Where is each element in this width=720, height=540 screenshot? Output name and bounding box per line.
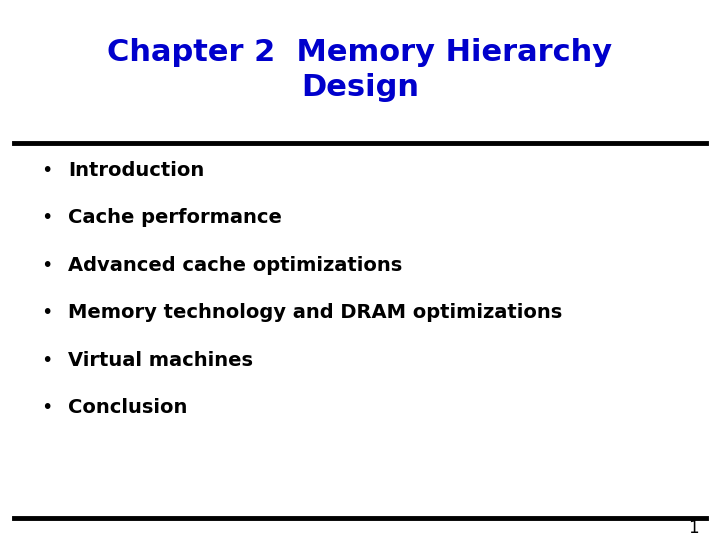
Text: •: • [41, 350, 53, 370]
Text: 1: 1 [688, 519, 698, 537]
Text: •: • [41, 255, 53, 275]
Text: •: • [41, 160, 53, 180]
Text: Conclusion: Conclusion [68, 398, 188, 417]
Text: •: • [41, 398, 53, 417]
Text: Virtual machines: Virtual machines [68, 350, 253, 370]
Text: Chapter 2  Memory Hierarchy
Design: Chapter 2 Memory Hierarchy Design [107, 38, 613, 102]
Text: Cache performance: Cache performance [68, 208, 282, 227]
Text: •: • [41, 208, 53, 227]
Text: •: • [41, 303, 53, 322]
Text: Introduction: Introduction [68, 160, 204, 180]
Text: Advanced cache optimizations: Advanced cache optimizations [68, 255, 402, 275]
Text: Memory technology and DRAM optimizations: Memory technology and DRAM optimizations [68, 303, 562, 322]
